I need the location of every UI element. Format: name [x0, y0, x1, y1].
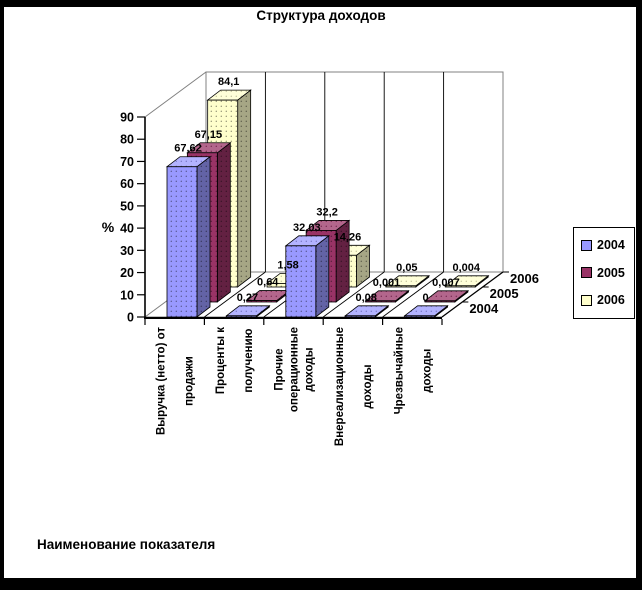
y-axis-unit-label: % [102, 219, 115, 235]
legend-swatch-icon [581, 267, 592, 279]
floor-gridline [204, 271, 266, 318]
bar-2005-cat4 [364, 289, 410, 303]
y-tick-label: 20 [120, 266, 134, 280]
value-label: 67,62 [174, 143, 202, 155]
bar-2004-cat1 [165, 155, 212, 318]
bar-2004-cat3 [284, 235, 330, 318]
bar-2006-cat4 [384, 274, 431, 288]
bar-front-face [404, 315, 436, 318]
bar-side-face [216, 141, 231, 303]
bar-front-face [344, 315, 376, 318]
category-label: Проценты к [215, 327, 227, 394]
depth-axis-label: 2006 [510, 271, 539, 286]
category-label: доходы [304, 347, 316, 391]
value-label: 0,007 [432, 277, 460, 289]
bar-2004-cat2 [225, 304, 271, 318]
legend-label: 2005 [597, 265, 625, 280]
category-label: Внереализационные [334, 327, 346, 446]
y-tick-label: 80 [120, 133, 134, 147]
depth-axis-label: 2005 [490, 286, 519, 301]
y-tick-label: 0 [127, 311, 134, 325]
chart-title: Структура доходов [256, 8, 386, 23]
value-label: 0,64 [257, 277, 279, 289]
y-tick-label: 50 [120, 199, 134, 213]
y-tick-label: 90 [120, 111, 134, 125]
legend-label: 2006 [597, 293, 625, 308]
bar-front-face [424, 300, 456, 303]
category-label: получению [243, 328, 255, 392]
value-label: 67,15 [195, 129, 223, 141]
floor-gridline [322, 271, 385, 318]
y-tick-label: 10 [120, 288, 134, 302]
bar-2006-cat5 [444, 274, 490, 288]
legend-swatch-icon [581, 294, 592, 306]
bar-2004-cat4 [344, 304, 390, 318]
legend-item-2004: 2004 [581, 239, 634, 252]
value-label: 0,05 [396, 262, 417, 274]
bar-front-face [385, 285, 417, 288]
bar-2004-cat5 [403, 304, 449, 318]
value-label: 84,1 [218, 76, 239, 88]
legend-swatch-icon [581, 240, 592, 252]
bar-front-face [246, 300, 278, 303]
bar-front-face [225, 315, 257, 318]
bar-side-face [237, 89, 252, 288]
y-tick-label: 30 [120, 244, 134, 258]
floor-gridline [382, 271, 444, 318]
bar-front-face [166, 166, 198, 318]
category-label: Прочие [274, 348, 286, 390]
bar-side-face [196, 155, 211, 318]
bar-side-face [315, 235, 330, 318]
value-label: 0,08 [355, 292, 376, 304]
category-label: продажи [184, 356, 196, 406]
category-label: доходы [421, 348, 433, 392]
bar-front-face [365, 300, 396, 303]
category-label: Выручка (нетто) от [156, 327, 168, 435]
bar-2005-cat5 [423, 289, 470, 303]
value-label: 14,26 [334, 231, 362, 243]
value-label: 0 [423, 292, 429, 304]
value-label: 0,004 [453, 262, 481, 274]
depth-axis-label: 2004 [469, 301, 499, 316]
value-label: 0,27 [237, 292, 258, 304]
value-label: 1,58 [277, 259, 298, 271]
legend-label: 2004 [597, 238, 625, 253]
legend-item-2006: 2006 [581, 294, 634, 307]
depth-axis [441, 271, 504, 318]
bar-front-face [444, 285, 476, 288]
bar-front-face [285, 245, 317, 318]
x-axis-title: Наименование показателя [37, 537, 216, 552]
y-tick-label: 60 [120, 177, 134, 191]
y-tick-label: 40 [120, 222, 134, 236]
category-label: доходы [362, 364, 374, 408]
value-label: 32,2 [316, 206, 337, 218]
legend-item-2005: 2005 [581, 267, 634, 280]
y-tick-label: 70 [120, 155, 134, 169]
value-label: 32,03 [293, 222, 321, 234]
category-label: операционные [289, 327, 301, 412]
value-label: 0,001 [373, 277, 401, 289]
legend: 2004 2005 2006 [573, 227, 635, 319]
left-wall-top-edge [144, 71, 207, 118]
category-label: Чрезвычайные [393, 327, 405, 414]
